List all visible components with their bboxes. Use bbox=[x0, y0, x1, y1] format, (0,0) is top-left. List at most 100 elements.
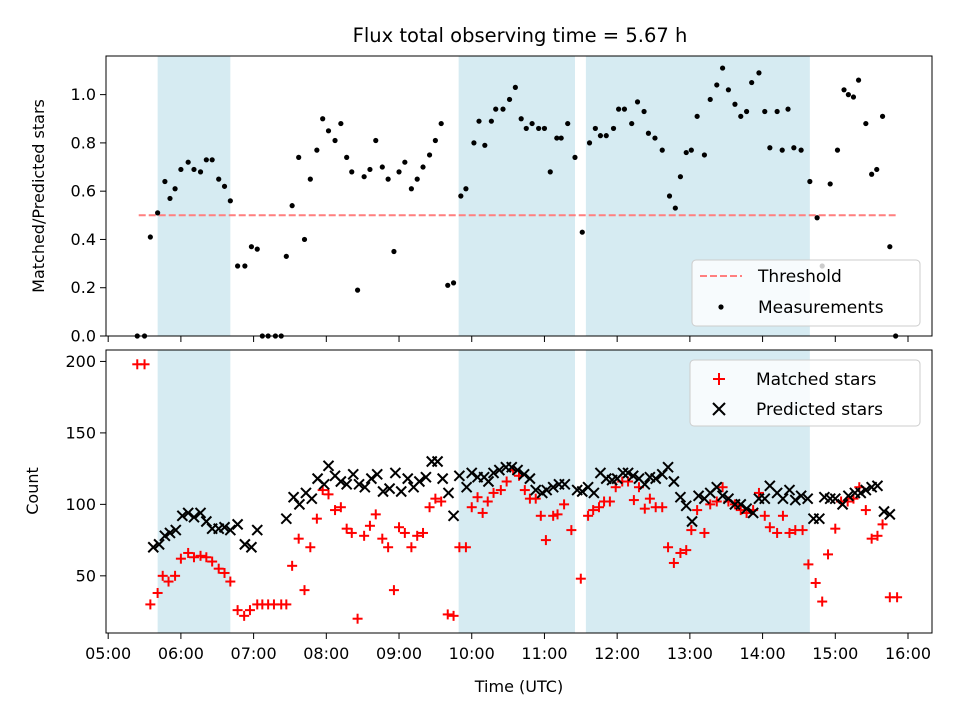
figure-title: Flux total observing time = 5.67 h bbox=[353, 24, 688, 47]
predicted-star-point bbox=[293, 498, 306, 511]
matched-star-point bbox=[797, 525, 808, 536]
measurement-point bbox=[610, 125, 617, 132]
matched-star-point bbox=[495, 485, 506, 496]
matched-star-point bbox=[442, 609, 453, 620]
measurement-point bbox=[172, 186, 178, 192]
matched-star-point bbox=[213, 563, 224, 574]
measurement-point bbox=[791, 145, 797, 151]
matched-star-point bbox=[593, 502, 604, 513]
matched-star-point bbox=[330, 505, 341, 516]
bottom-x-ticks: 05:00 06:00 07:00 08:00 09:00 10:00 11:00 12:00… bbox=[85, 633, 931, 663]
predicted-star-point bbox=[431, 455, 444, 468]
measurement-point bbox=[529, 120, 535, 127]
measurement-point bbox=[325, 128, 332, 134]
bottom-x-tick-label: 16:00 bbox=[885, 644, 931, 663]
x-axis-label: Time (UTC) bbox=[474, 677, 563, 696]
predicted-star-point bbox=[759, 492, 771, 505]
measurement-point bbox=[385, 176, 391, 182]
measurement-point bbox=[554, 135, 560, 141]
measurement-point bbox=[659, 147, 665, 153]
measurement-point bbox=[798, 147, 804, 153]
measurement-point bbox=[807, 178, 813, 185]
predicted-star-point bbox=[674, 491, 687, 503]
measurement-point bbox=[379, 164, 385, 170]
matched-star-point bbox=[388, 585, 399, 596]
measurement-point bbox=[500, 106, 506, 112]
matched-star-point bbox=[711, 496, 722, 507]
measurement-point bbox=[344, 154, 350, 160]
matched-star-point bbox=[860, 505, 871, 516]
predicted-star-point bbox=[420, 471, 432, 483]
shaded-interval bbox=[157, 56, 231, 336]
predicted-star-point bbox=[518, 468, 530, 481]
measurement-point bbox=[488, 118, 494, 124]
legend-measurements-label: Measurements bbox=[758, 298, 884, 318]
predicted-star-point bbox=[231, 518, 244, 531]
measurement-point bbox=[586, 140, 593, 146]
bottom-y-tick-label: 150 bbox=[65, 423, 96, 442]
bottom-panel: 50 100 150 200 05:00 06:00 07:00 08:00 09:00 10:… bbox=[23, 349, 933, 696]
matched-star-point bbox=[482, 496, 493, 507]
measurement-point bbox=[677, 174, 684, 180]
predicted-star-point bbox=[511, 464, 524, 476]
predicted-star-point bbox=[576, 485, 588, 498]
matched-star-point bbox=[753, 487, 764, 498]
bottom-x-tick-label: 08:00 bbox=[303, 644, 349, 663]
predicted-star-point bbox=[218, 521, 231, 533]
predicted-star-point bbox=[547, 481, 559, 493]
measurement-point bbox=[874, 166, 880, 173]
predicted-star-point bbox=[711, 481, 723, 493]
predicted-star-point bbox=[680, 500, 692, 512]
top-y-ticks: 0.0 0.2 0.4 0.6 0.8 1.0 bbox=[71, 85, 106, 346]
predicted-star-point bbox=[482, 475, 495, 488]
measurement-point bbox=[147, 234, 153, 240]
matched-star-point bbox=[540, 535, 551, 546]
matched-star-point bbox=[383, 542, 394, 553]
measurement-point bbox=[547, 169, 553, 175]
predicted-star-point bbox=[789, 494, 802, 506]
bottom-y-tick-label: 100 bbox=[65, 495, 96, 514]
matched-star-point bbox=[448, 610, 459, 621]
top-y-tick-label: 0.4 bbox=[71, 230, 96, 249]
top-axes-frame bbox=[105, 55, 933, 337]
measurement-point bbox=[621, 106, 628, 112]
matched-star-point bbox=[477, 507, 488, 518]
measurement-point bbox=[749, 79, 755, 86]
bottom-x-tick-label: 06:00 bbox=[158, 644, 204, 663]
bottom-x-tick-label: 11:00 bbox=[521, 644, 567, 663]
measurement-point bbox=[672, 205, 678, 211]
predicted-star-point bbox=[506, 461, 518, 473]
measurement-point bbox=[248, 244, 255, 250]
matched-star-point bbox=[784, 527, 795, 538]
measurement-point bbox=[827, 181, 833, 187]
matched-star-point bbox=[305, 542, 316, 553]
predicted-star-point bbox=[335, 475, 347, 488]
matched-star-point bbox=[188, 552, 199, 563]
predicted-star-point bbox=[153, 538, 165, 551]
predicted-star-point bbox=[383, 482, 396, 495]
matched-star-point bbox=[157, 570, 168, 581]
matched-star-point bbox=[293, 533, 304, 544]
predicted-star-point bbox=[318, 478, 330, 491]
predicted-star-point bbox=[801, 492, 814, 505]
matched-star-point bbox=[377, 533, 388, 544]
matched-star-point bbox=[872, 530, 883, 541]
predicted-star-point bbox=[176, 510, 189, 522]
measurement-point bbox=[616, 106, 622, 112]
matched-star-point bbox=[170, 570, 181, 581]
legend-matched-label: Matched stars bbox=[756, 370, 876, 390]
predicted-star-point bbox=[251, 524, 263, 536]
measurement-point bbox=[762, 108, 768, 115]
predicted-star-point bbox=[842, 490, 855, 502]
predicted-star-point bbox=[686, 515, 698, 528]
matched-star-point bbox=[139, 359, 150, 370]
measurement-point bbox=[597, 133, 604, 139]
predicted-star-point bbox=[353, 478, 365, 491]
matched-star-point bbox=[501, 476, 512, 487]
matched-star-point bbox=[335, 502, 346, 513]
measurement-point bbox=[216, 176, 222, 182]
predicted-star-point bbox=[347, 468, 359, 481]
measurement-point bbox=[391, 248, 397, 255]
predicted-star-point bbox=[795, 490, 807, 502]
legend-threshold-label: Threshold bbox=[757, 267, 842, 287]
